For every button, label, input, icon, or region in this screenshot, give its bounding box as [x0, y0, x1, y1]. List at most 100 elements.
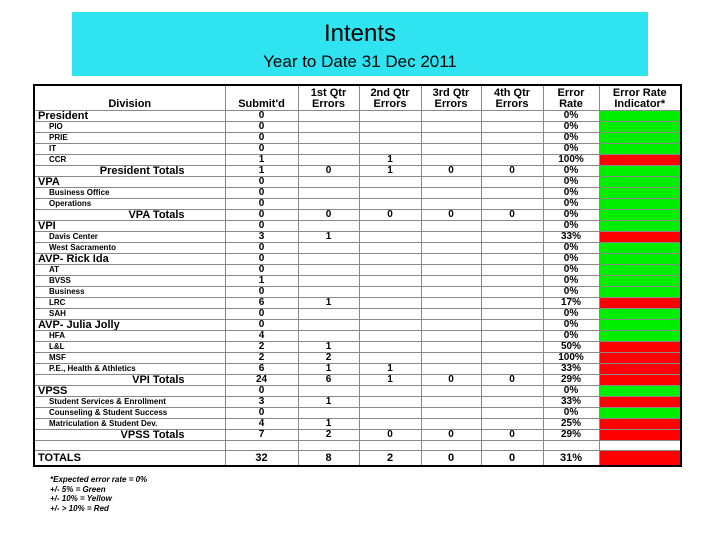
value-cell — [480, 231, 544, 243]
value-cell: 0 — [480, 429, 544, 441]
division-cell: President Totals — [33, 165, 226, 177]
spacer-cell — [598, 440, 682, 451]
division-cell: Operations — [33, 198, 226, 210]
value-cell — [358, 275, 422, 287]
value-cell — [358, 418, 422, 430]
spacer-cell — [480, 440, 544, 451]
division-cell: CCR — [33, 154, 226, 166]
spacer-row — [33, 440, 682, 451]
division-cell: West Sacramento — [33, 242, 226, 254]
value-cell — [420, 275, 482, 287]
value-cell — [480, 319, 544, 331]
value-cell — [420, 132, 482, 144]
indicator-cell — [598, 330, 682, 342]
value-cell: 2 — [358, 450, 422, 467]
division-cell: President — [33, 110, 226, 122]
value-cell: 0 — [224, 385, 299, 397]
value-cell: 0% — [542, 407, 600, 419]
value-cell: 0 — [297, 209, 360, 221]
value-cell — [420, 363, 482, 375]
value-cell: 100% — [542, 154, 600, 166]
value-cell: 0 — [224, 407, 299, 419]
indicator-cell — [598, 209, 682, 221]
value-cell: 0% — [542, 253, 600, 265]
value-cell: 0% — [542, 165, 600, 177]
value-cell — [480, 352, 544, 364]
value-cell: 0% — [542, 242, 600, 254]
value-cell — [480, 220, 544, 232]
division-cell: PRIE — [33, 132, 226, 144]
division-cell: HFA — [33, 330, 226, 342]
value-cell — [297, 187, 360, 199]
value-cell: 2 — [224, 352, 299, 364]
value-cell — [420, 308, 482, 320]
value-cell: 2 — [297, 429, 360, 441]
value-cell: 31% — [542, 450, 600, 467]
value-cell — [358, 132, 422, 144]
indicator-cell — [598, 231, 682, 243]
value-cell — [420, 286, 482, 298]
value-cell: 0 — [224, 143, 299, 155]
division-cell: MSF — [33, 352, 226, 364]
value-cell: 0 — [224, 198, 299, 210]
header-row: Division Submit'd 1st Qtr Errors 2nd Qtr Er… — [33, 84, 682, 111]
indicator-cell — [598, 220, 682, 232]
value-cell: 0 — [358, 429, 422, 441]
value-cell — [420, 121, 482, 133]
value-cell — [358, 253, 422, 265]
column-header: 4th Qtr Errors — [480, 84, 544, 111]
value-cell: 4 — [224, 330, 299, 342]
table-row: PIO 0 0% — [33, 121, 682, 133]
value-cell — [480, 198, 544, 210]
spacer-cell — [297, 440, 360, 451]
value-cell — [358, 352, 422, 364]
value-cell — [480, 154, 544, 166]
indicator-cell — [598, 275, 682, 287]
table-row: AT 0 0% — [33, 264, 682, 276]
value-cell: 1 — [224, 165, 299, 177]
value-cell: 0 — [224, 209, 299, 221]
value-cell — [420, 385, 482, 397]
indicator-cell — [598, 110, 682, 122]
table-row: Counseling & Student Success 0 0% — [33, 407, 682, 419]
value-cell — [420, 143, 482, 155]
value-cell — [358, 143, 422, 155]
division-cell: TOTALS — [33, 450, 226, 467]
table-row: Business Office 0 0% — [33, 187, 682, 199]
value-cell — [480, 341, 544, 353]
notes: *Expected error rate = 0% +/- 5% = Green +… — [50, 475, 147, 513]
value-cell — [480, 286, 544, 298]
value-cell — [358, 187, 422, 199]
table-row: VPSS Totals 7 2 0 0 0 29% — [33, 429, 682, 441]
value-cell: 0 — [420, 165, 482, 177]
value-cell — [297, 286, 360, 298]
value-cell — [358, 286, 422, 298]
value-cell: 1 — [358, 363, 422, 375]
table-row: Student Services & Enrollment 3 1 33% — [33, 396, 682, 408]
value-cell — [358, 297, 422, 309]
division-cell: Business Office — [33, 187, 226, 199]
value-cell: 1 — [224, 154, 299, 166]
division-cell: Davis Center — [33, 231, 226, 243]
value-cell: 0% — [542, 176, 600, 188]
value-cell — [480, 297, 544, 309]
value-cell — [297, 132, 360, 144]
indicator-cell — [598, 429, 682, 441]
value-cell: 3 — [224, 396, 299, 408]
division-cell: VPI Totals — [33, 374, 226, 386]
value-cell: 0 — [224, 253, 299, 265]
value-cell — [480, 308, 544, 320]
indicator-cell — [598, 176, 682, 188]
value-cell — [297, 253, 360, 265]
value-cell — [420, 330, 482, 342]
table-row: Operations 0 0% — [33, 198, 682, 210]
table-row: West Sacramento 0 0% — [33, 242, 682, 254]
value-cell — [358, 176, 422, 188]
value-cell: 17% — [542, 297, 600, 309]
value-cell: 0% — [542, 308, 600, 320]
value-cell: 0% — [542, 110, 600, 122]
value-cell: 4 — [224, 418, 299, 430]
value-cell — [480, 385, 544, 397]
table-row: Davis Center 3 1 33% — [33, 231, 682, 243]
value-cell: 0 — [224, 286, 299, 298]
